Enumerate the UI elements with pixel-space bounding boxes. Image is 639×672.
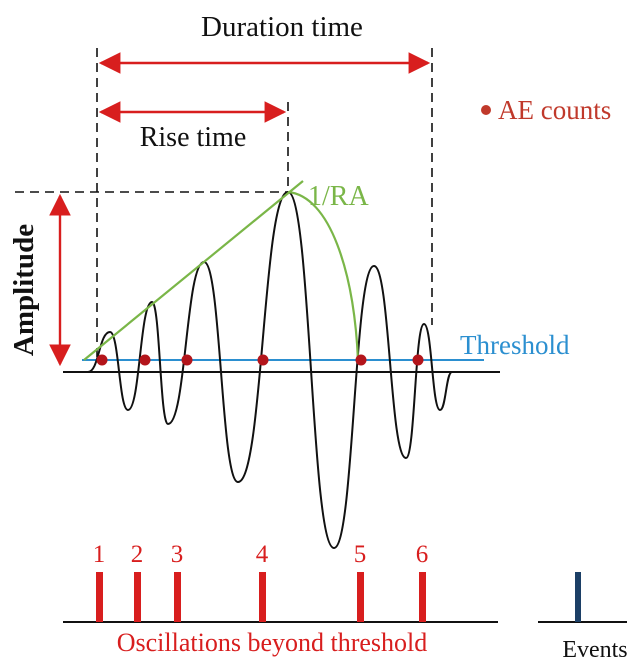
ra-label: 1/RA bbox=[308, 181, 369, 212]
count-bar-6 bbox=[419, 572, 426, 622]
count-number-1: 1 bbox=[93, 541, 106, 568]
ae-count-dot bbox=[181, 354, 193, 366]
ae-count-dot bbox=[412, 354, 424, 366]
events-label: Events bbox=[562, 637, 627, 663]
ae-count-dot bbox=[139, 354, 151, 366]
count-bar-5 bbox=[357, 572, 364, 622]
decay-arc bbox=[287, 190, 360, 361]
dashed-guides bbox=[15, 48, 433, 362]
ae-count-dot bbox=[257, 354, 269, 366]
legend-ae-counts-dot bbox=[481, 105, 491, 115]
count-bar-3 bbox=[174, 572, 181, 622]
count-number-5: 5 bbox=[354, 541, 367, 568]
count-bar-1 bbox=[96, 572, 103, 622]
ae-count-dots bbox=[96, 354, 424, 366]
ae-count-dot bbox=[96, 354, 108, 366]
duration-time-label: Duration time bbox=[201, 11, 363, 43]
waveform bbox=[87, 190, 453, 550]
count-number-6: 6 bbox=[416, 541, 429, 568]
count-number-4: 4 bbox=[256, 541, 269, 568]
event-bar bbox=[575, 572, 581, 622]
ae-count-dot bbox=[355, 354, 367, 366]
oscillations-caption: Oscillations beyond threshold bbox=[117, 628, 428, 657]
count-bar-4 bbox=[259, 572, 266, 622]
ra-line bbox=[83, 180, 304, 361]
amplitude-label: Amplitude bbox=[8, 224, 40, 356]
count-number-3: 3 bbox=[171, 541, 184, 568]
rise-time-label: Rise time bbox=[140, 122, 247, 153]
count-bar-2 bbox=[134, 572, 141, 622]
legend-ae-counts-label: AE counts bbox=[498, 95, 611, 125]
threshold-label: Threshold bbox=[460, 330, 570, 360]
count-number-2: 2 bbox=[131, 541, 144, 568]
